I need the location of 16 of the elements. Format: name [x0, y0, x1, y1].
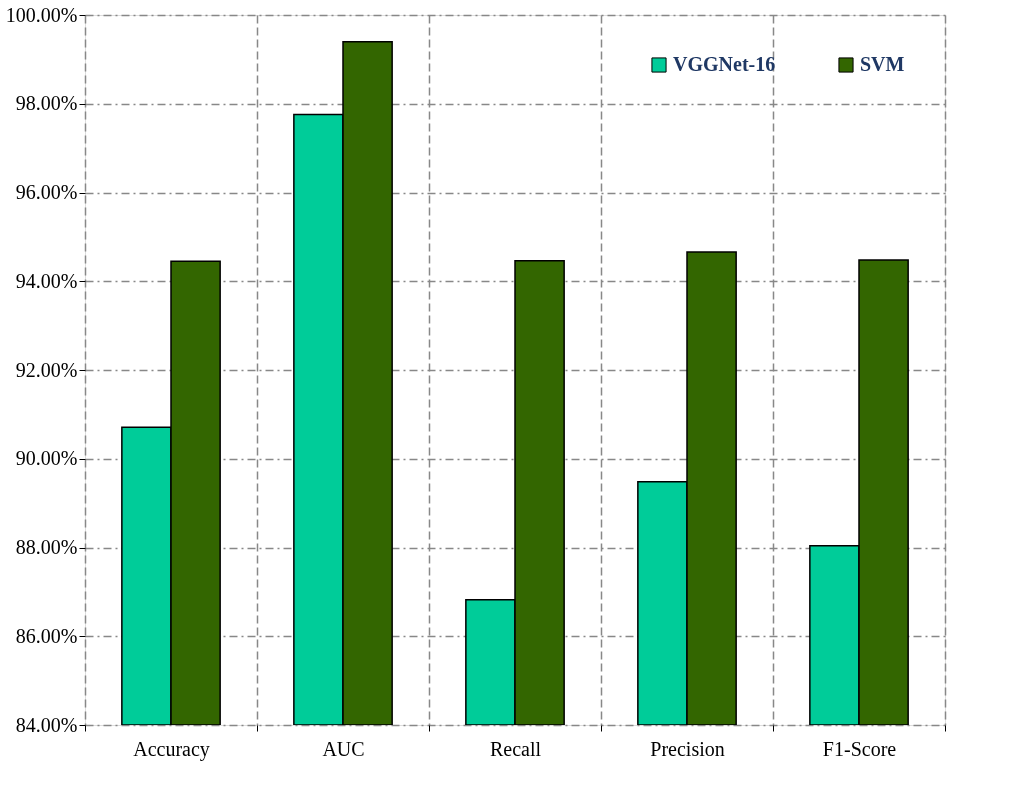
y-tick-label: 100.00%: [5, 3, 78, 26]
y-tick-label: 96.00%: [15, 181, 78, 203]
x-tick-label: Recall: [489, 737, 542, 760]
x-tick-label: F1-Score: [822, 737, 897, 760]
x-tick-label: Precision: [650, 737, 725, 760]
y-tick-label: 94.00%: [15, 269, 78, 292]
y-tick-label: 92.00%: [15, 358, 78, 381]
legend-label: SVM: [860, 53, 905, 75]
y-tick-label: 84.00%: [15, 713, 78, 736]
x-tick-label: AUC: [322, 737, 365, 760]
legend-label: VGGNet-16: [673, 53, 776, 75]
y-tick-label: 88.00%: [15, 536, 78, 558]
y-tick-label: 98.00%: [15, 92, 78, 115]
x-tick-label: Accuracy: [133, 737, 210, 761]
y-tick-label: 90.00%: [15, 447, 78, 470]
y-tick-label: 86.00%: [15, 624, 78, 647]
